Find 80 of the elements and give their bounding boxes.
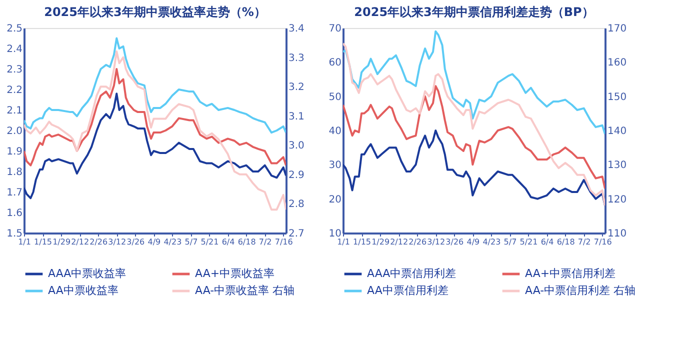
y-tick-label: 10	[328, 228, 342, 240]
line-series	[343, 85, 605, 190]
x-tick-label: 5/21	[200, 238, 219, 246]
y2-tick-label: 160	[608, 58, 627, 69]
y-tick-label: 1.7	[6, 188, 22, 198]
x-tick-label: 1/15	[34, 238, 52, 246]
line-series	[24, 50, 286, 211]
y-tick-label: 60	[328, 58, 342, 69]
y-tick-label: 1.5	[6, 228, 22, 240]
y2-tick-label: 140	[608, 126, 627, 137]
x-tick-label: 3/26	[446, 238, 464, 246]
y2-tick-label: 3.0	[288, 140, 304, 152]
x-tick-label: 7/16	[274, 238, 293, 246]
x-tick-label: 7/16	[594, 238, 612, 246]
y-tick-label: 2.1	[6, 106, 22, 116]
chart-title: 2025年以来3年期中票信用利差走势（BP）	[354, 5, 594, 19]
y-tick-label: 2.2	[6, 85, 22, 96]
y2-tick-label: 2.7	[288, 228, 304, 240]
legend-label: AA+中票信用利差	[525, 267, 616, 280]
y-tick-label: 1.6	[6, 208, 22, 219]
x-tick-label: 4/23	[164, 238, 182, 246]
x-tick-label: 1/29	[52, 238, 71, 246]
x-tick-label: 3/12	[108, 238, 126, 246]
y2-tick-label: 3.4	[288, 24, 304, 34]
x-tick-label: 1/29	[372, 238, 390, 246]
y2-tick-label: 150	[608, 92, 627, 103]
x-tick-label: 5/7	[184, 238, 198, 246]
x-tick-label: 2/12	[71, 238, 90, 246]
x-tick-label: 7/2	[258, 238, 272, 246]
legend-label: AAA中票信用利差	[367, 267, 456, 280]
x-tick-label: 6/18	[556, 238, 575, 246]
legend-label: AA+中票收益率	[195, 267, 275, 280]
line-series	[24, 92, 286, 200]
y2-tick-label: 120	[608, 194, 627, 206]
x-tick-label: 2/26	[90, 238, 108, 246]
x-tick-label: 1/1	[18, 238, 31, 246]
y2-tick-label: 130	[608, 160, 627, 172]
legend-label: AA中票信用利差	[367, 284, 448, 297]
y2-tick-label: 3.1	[288, 111, 304, 122]
y2-tick-label: 2.8	[288, 199, 304, 210]
y-tick-label: 40	[328, 126, 342, 137]
line-series	[343, 30, 605, 135]
y2-tick-label: 3.2	[288, 82, 304, 94]
x-tick-label: 4/23	[482, 238, 501, 246]
x-tick-label: 1/1	[337, 238, 350, 246]
y-tick-label: 20	[328, 194, 342, 206]
legend-label: AA-中票信用利差 右轴	[525, 284, 636, 297]
x-tick-label: 4/9	[148, 238, 161, 246]
line-series	[24, 68, 286, 166]
y-tick-label: 2.0	[6, 126, 22, 137]
y-tick-label: 30	[328, 160, 342, 172]
legend-label: AA-中票收益率 右轴	[195, 284, 295, 297]
y2-tick-label: 110	[608, 228, 627, 240]
legend-label: AAA中票收益率	[48, 267, 126, 280]
x-tick-label: 5/7	[504, 238, 517, 246]
y-tick-label: 1.9	[6, 146, 22, 158]
y-tick-label: 50	[328, 92, 342, 103]
x-tick-label: 6/4	[222, 238, 235, 246]
y-tick-label: 2.4	[6, 44, 22, 55]
y-tick-label: 70	[328, 24, 342, 34]
x-tick-label: 6/4	[540, 238, 554, 246]
chart-title: 2025年以来3年期中票收益率走势（%）	[44, 5, 266, 19]
y2-tick-label: 3.3	[288, 52, 304, 64]
x-tick-label: 3/26	[126, 238, 145, 246]
x-tick-label: 2/12	[390, 238, 408, 246]
y-tick-label: 1.8	[6, 167, 22, 178]
x-tick-label: 6/18	[238, 238, 256, 246]
legend-label: AA中票收益率	[48, 284, 118, 297]
x-tick-label: 4/9	[466, 238, 480, 246]
line-series	[343, 42, 605, 207]
line-series	[24, 37, 286, 134]
x-tick-label: 3/12	[427, 238, 446, 246]
y2-tick-label: 170	[608, 24, 627, 34]
x-tick-label: 2/26	[408, 238, 427, 246]
x-tick-label: 5/21	[520, 238, 538, 246]
y2-tick-label: 2.9	[288, 170, 304, 181]
y-tick-label: 2.3	[6, 64, 22, 76]
y-tick-label: 2.5	[6, 24, 22, 34]
x-tick-label: 7/2	[578, 238, 591, 246]
x-tick-label: 1/15	[353, 238, 372, 246]
